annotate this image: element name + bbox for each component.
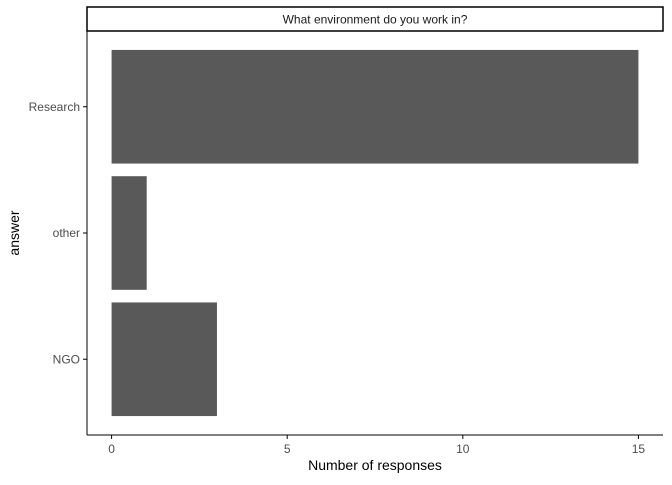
x-tick-label-0: 0 <box>108 442 115 456</box>
bar-ngo <box>111 302 217 417</box>
facet-title: What environment do you work in? <box>283 13 468 27</box>
x-tick-label-10: 10 <box>456 442 470 456</box>
y-axis-title: answer <box>6 210 22 255</box>
x-axis-title: Number of responses <box>308 457 442 473</box>
y-tick-label-other: other <box>53 226 80 240</box>
bar-research <box>111 49 639 164</box>
x-axis-ticks: 0 5 10 15 <box>108 435 645 456</box>
x-tick-label-15: 15 <box>632 442 646 456</box>
y-tick-label-research: Research <box>29 100 80 114</box>
x-tick-label-5: 5 <box>284 442 291 456</box>
y-axis-ticks: Research other NGO <box>29 100 87 366</box>
bars-layer <box>111 49 639 417</box>
y-tick-label-ngo: NGO <box>53 352 80 366</box>
facet-strip <box>86 6 664 32</box>
bar-other <box>111 176 147 290</box>
